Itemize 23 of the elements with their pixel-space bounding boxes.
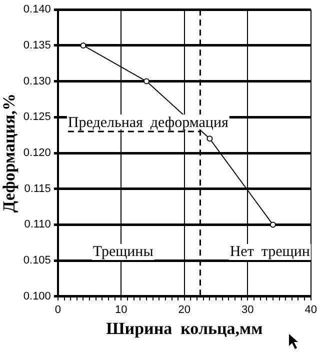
ref-line-label: Предельная деформация <box>68 114 228 131</box>
y-tick-label: 0.125 <box>23 111 51 124</box>
y-tick-label: 0.120 <box>23 147 51 160</box>
x-tick-label: 30 <box>242 304 254 316</box>
x-tick-label: 20 <box>178 304 191 316</box>
point <box>80 42 86 48</box>
y-tick-label: 0.100 <box>23 290 51 302</box>
y-tick-label: 0.135 <box>23 39 51 52</box>
x-tick-label: 10 <box>115 304 128 316</box>
annotation: Нет трещин <box>230 244 310 260</box>
point <box>206 136 213 142</box>
x-axis-title: Ширина кольца,мм <box>106 319 264 338</box>
y-tick-label: 0.140 <box>23 4 51 16</box>
y-tick-label: 0.110 <box>24 218 51 231</box>
y-tick-label: 0.105 <box>23 254 51 267</box>
point <box>143 78 150 84</box>
x-tick-label: 0 <box>54 304 61 316</box>
point <box>270 222 276 228</box>
x-tick-label: 40 <box>304 304 318 316</box>
y-tick-label: 0.115 <box>24 182 51 195</box>
annotation: Трещины <box>92 244 154 260</box>
y-tick-label: 0.130 <box>23 75 51 88</box>
y-axis-title: Деформация,% <box>0 93 19 213</box>
